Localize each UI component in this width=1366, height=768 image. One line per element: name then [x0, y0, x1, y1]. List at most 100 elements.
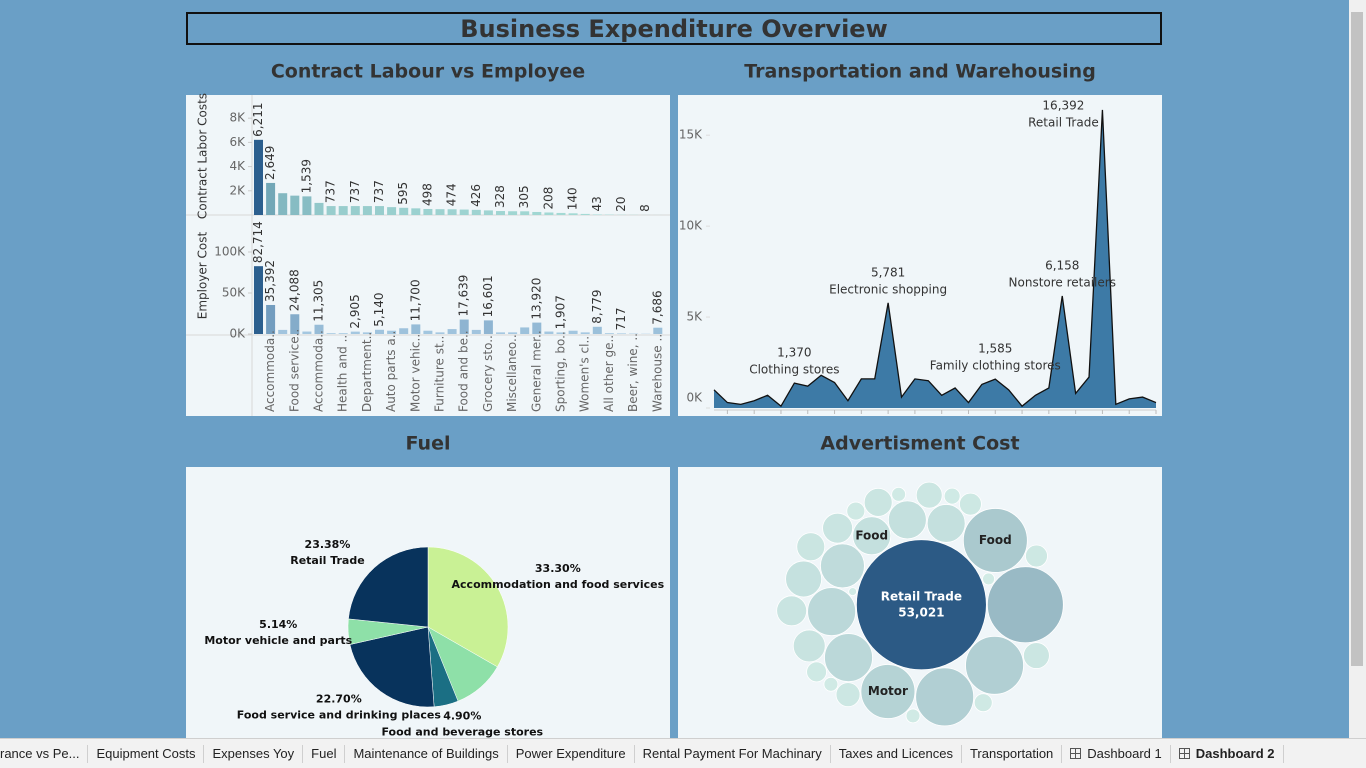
data-label: 2,905 [348, 294, 362, 328]
data-label: 140 [566, 187, 580, 210]
tab[interactable]: Maintenance of Buildings [345, 744, 508, 763]
bubble [863, 487, 893, 517]
pie-slice [349, 626, 435, 708]
slice-label: Retail Trade [290, 554, 364, 567]
x-tick-label: Auto parts a.. [384, 331, 398, 412]
data-label: 208 [541, 187, 555, 210]
tab-label[interactable]: Dashboard 1 [1087, 745, 1162, 761]
bar [314, 324, 324, 334]
bar [483, 210, 493, 215]
tab[interactable]: Taxes and Licences [831, 744, 962, 763]
data-label: 82,714 [251, 221, 265, 263]
tab[interactable]: Expenses Yoy [204, 744, 304, 763]
tab[interactable]: Power Expenditure [508, 744, 635, 763]
tab-label[interactable]: Maintenance of Buildings [353, 745, 499, 761]
annotation-label: Nonstore retailers [1009, 276, 1116, 290]
tab-label[interactable]: Fuel [311, 745, 337, 761]
slice-value: 22.70% [316, 692, 362, 705]
slice-label: Food and beverage stores [381, 725, 543, 738]
bubble [905, 708, 921, 724]
bar [290, 314, 300, 334]
y-tick-label: 5K [686, 310, 703, 324]
tab[interactable]: Rental Payment For Machinary [635, 744, 831, 763]
data-label: 474 [445, 183, 459, 206]
tab-label[interactable]: Expenses Yoy [212, 745, 295, 761]
annotation-value: 1,585 [978, 342, 1012, 356]
data-label: 43 [590, 196, 604, 211]
data-label: 7,686 [650, 290, 664, 324]
panel [186, 95, 670, 416]
bar [375, 329, 384, 334]
tab-label[interactable]: Transportation [969, 745, 1054, 761]
bar [435, 209, 445, 215]
bubble [807, 587, 857, 636]
bar [483, 320, 493, 334]
bar [278, 329, 288, 334]
tab-label[interactable]: Taxes and Licences [838, 745, 953, 761]
bar [532, 322, 542, 334]
slice-label: Motor vehicle and parts [204, 634, 352, 647]
pie-slice [348, 546, 429, 628]
bubble [926, 504, 966, 543]
tab-label[interactable]: rance vs Pe... [0, 745, 80, 761]
bubble [824, 633, 873, 682]
axis-title: Employer Cost [196, 231, 210, 319]
tab-label[interactable]: Equipment Costs [96, 745, 196, 761]
x-tick-label: Furniture st.. [433, 336, 447, 412]
bubble [848, 587, 858, 596]
tab[interactable]: Dashboard 1 [1062, 744, 1171, 763]
tab-label[interactable]: Power Expenditure [515, 745, 626, 761]
bar [568, 330, 578, 334]
data-label: 8 [638, 204, 652, 212]
bar [350, 206, 360, 215]
annotation-label: Clothing stores [749, 363, 839, 377]
bar [375, 206, 384, 215]
tab[interactable]: Equipment Costs [88, 744, 205, 763]
data-label: 2,649 [263, 146, 277, 180]
bubble [823, 676, 839, 692]
bubble [846, 501, 866, 521]
scrollbar[interactable] [1349, 0, 1366, 738]
bubble [792, 629, 826, 663]
title-box [186, 12, 1162, 45]
annotation-value: 16,392 [1042, 99, 1084, 113]
bar [520, 327, 530, 334]
tab[interactable]: Fuel [303, 744, 346, 763]
bar [532, 211, 542, 215]
x-tick-label: Accommoda.. [263, 330, 277, 412]
tab-label[interactable]: Dashboard 2 [1195, 745, 1275, 761]
dashboard-icon [1070, 748, 1082, 759]
data-label: 20 [614, 196, 628, 211]
x-tick-label: Department.. [360, 332, 374, 412]
x-tick-label: Motor vehic.. [408, 334, 422, 412]
bar [544, 331, 554, 334]
bubble-label: Retail Trade [881, 589, 962, 603]
bubble [785, 560, 823, 598]
tab[interactable]: rance vs Pe... [0, 744, 89, 763]
bar [447, 329, 457, 334]
scroll-thumb[interactable] [1351, 12, 1363, 666]
x-tick-label: Beer, wine, .. [626, 333, 640, 412]
bar [399, 207, 409, 215]
bar [544, 212, 554, 215]
tab[interactable]: Transportation [962, 744, 1063, 763]
annotation-value: 6,158 [1045, 259, 1079, 273]
area-line [713, 109, 1157, 408]
bar [278, 193, 288, 215]
tab-label[interactable]: Rental Payment For Machinary [642, 745, 822, 761]
tab[interactable]: Dashboard 2 [1171, 744, 1284, 763]
bar [423, 208, 433, 215]
pie-slice [427, 546, 509, 668]
x-tick-label: Warehouse .. [650, 334, 664, 412]
dashboard-icon [1178, 748, 1190, 759]
chart-title: Contract Labour vs Employee [271, 61, 585, 83]
bar [592, 326, 602, 334]
y-tick-label: 100K [214, 245, 246, 259]
bubble [891, 486, 907, 502]
bubble [986, 566, 1064, 644]
dashboard: Business Expenditure Overview Contract L… [186, 12, 1162, 738]
data-label: 35,392 [263, 260, 277, 302]
axis-title: Contract Labor Costs [196, 93, 210, 219]
bubble [820, 543, 865, 589]
